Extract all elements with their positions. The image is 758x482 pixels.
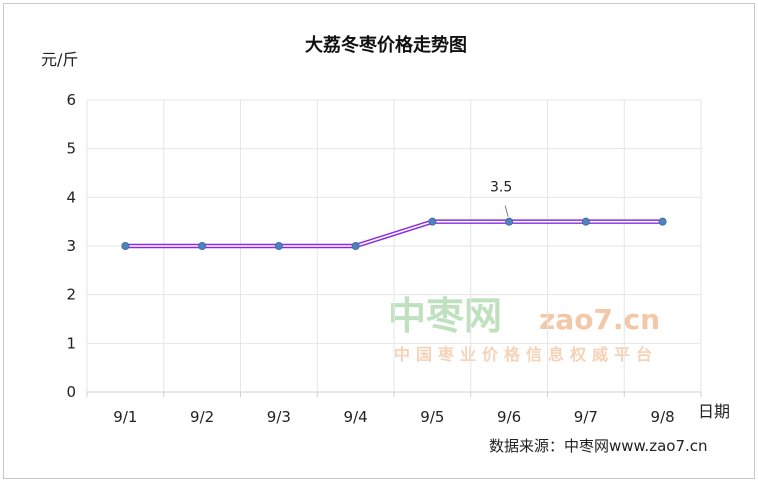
data-point	[428, 217, 437, 226]
x-tick-label: 9/7	[574, 408, 598, 426]
watermark-brand: 中枣网	[388, 294, 502, 338]
chart-frame: 中枣网 zao7.cn 中国枣业价格信息权威平台 大荔冬枣价格走势图 元/斤 日…	[3, 3, 755, 479]
data-point	[505, 217, 514, 226]
y-tick-label: 5	[66, 140, 76, 158]
watermark-tagline: 中国枣业价格信息权威平台	[394, 345, 658, 364]
series-line-highlight	[125, 220, 663, 247]
watermark: 中枣网 zao7.cn 中国枣业价格信息权威平台	[388, 294, 660, 364]
data-point	[198, 241, 207, 250]
y-axis-label: 元/斤	[41, 50, 78, 69]
axes	[86, 391, 702, 397]
y-tick-label: 2	[66, 286, 76, 304]
data-label: 3.5	[490, 180, 512, 196]
watermark-url: zao7.cn	[539, 303, 660, 336]
x-tick-label: 9/8	[651, 408, 675, 426]
x-tick-label: 9/6	[497, 408, 521, 426]
x-tick-label: 9/3	[267, 408, 291, 426]
data-point	[658, 217, 667, 226]
y-tick-label: 1	[66, 334, 76, 352]
text-layer: 大荔冬枣价格走势图 元/斤 日期 数据来源：中枣网www.zao7.cn 0 1 2…	[41, 34, 730, 455]
chart-title: 大荔冬枣价格走势图	[305, 34, 467, 56]
x-tick-label: 9/5	[420, 408, 444, 426]
data-label-leader	[504, 205, 509, 217]
x-tick-label: 9/2	[190, 408, 214, 426]
x-axis-label: 日期	[698, 402, 730, 421]
data-source: 数据来源：中枣网www.zao7.cn	[489, 437, 708, 455]
y-tick-label: 3	[66, 237, 76, 255]
y-tick-label: 4	[66, 188, 76, 206]
data-point	[121, 241, 130, 250]
x-tick-label: 9/4	[344, 408, 368, 426]
data-point	[581, 217, 590, 226]
x-tick-label: 9/1	[113, 408, 137, 426]
data-point	[274, 241, 283, 250]
y-tick-label: 0	[66, 383, 76, 401]
series-layer	[121, 205, 667, 250]
chart-canvas: 中枣网 zao7.cn 中国枣业价格信息权威平台 大荔冬枣价格走势图 元/斤 日…	[41, 34, 730, 455]
y-tick-label: 6	[66, 91, 76, 109]
data-point	[351, 241, 360, 250]
